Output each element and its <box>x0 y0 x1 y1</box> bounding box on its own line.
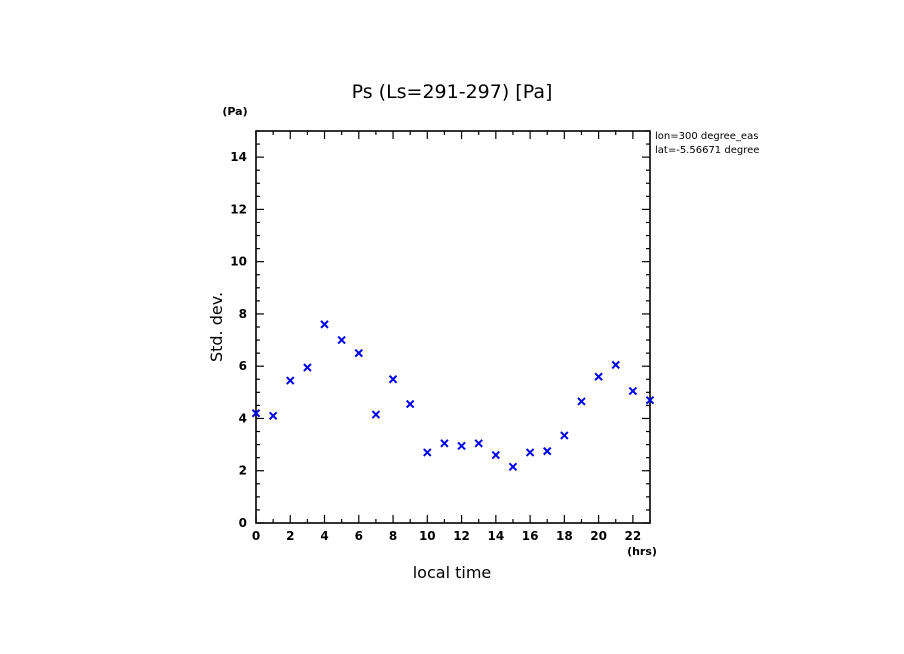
annotation-lon: lon=300 degree_eas <box>655 131 758 142</box>
y-tick-label: 4 <box>239 411 247 425</box>
data-point <box>594 372 603 381</box>
data-point <box>440 439 449 448</box>
y-tick-label: 8 <box>239 307 247 321</box>
data-point <box>560 431 569 440</box>
annotation-lat: lat=-5.56671 degree <box>655 145 759 156</box>
data-point <box>474 439 483 448</box>
y-axis-title: Std. dev. <box>207 292 226 362</box>
y-tick-label: 14 <box>230 150 247 164</box>
data-point <box>577 397 586 406</box>
data-point <box>251 409 261 418</box>
data-point <box>543 446 552 456</box>
data-point <box>388 375 398 384</box>
y-tick-label: 12 <box>230 202 247 216</box>
data-point <box>405 399 415 409</box>
data-point <box>303 363 312 372</box>
data-point <box>354 348 363 358</box>
x-tick-label: 8 <box>389 529 397 543</box>
data-point <box>491 450 501 460</box>
x-tick-label: 16 <box>522 529 539 543</box>
x-tick-label: 14 <box>487 529 504 543</box>
data-point <box>320 320 329 329</box>
y-tick-label: 6 <box>239 359 247 373</box>
data-point <box>423 448 432 457</box>
x-axis-title: local time <box>413 563 492 582</box>
x-axis-unit: (hrs) <box>627 545 657 558</box>
plot-frame <box>255 130 651 524</box>
data-point <box>645 395 655 405</box>
x-tick-label: 6 <box>355 529 363 543</box>
x-tick-label: 22 <box>625 529 642 543</box>
y-tick-label: 10 <box>230 255 247 269</box>
x-tick-label: 20 <box>590 529 607 543</box>
data-point <box>628 386 638 396</box>
y-tick-label: 0 <box>239 516 247 530</box>
axis-tick-labels: 0 2 4 6 8 10 12 14 16 18 20 22 0 2 4 6 8 10 12 14 <box>230 150 641 543</box>
axis-ticks <box>255 130 651 524</box>
data-point <box>611 360 620 370</box>
x-tick-label: 0 <box>252 529 260 543</box>
data-point <box>337 335 346 345</box>
data-point <box>525 448 535 457</box>
y-tick-label: 2 <box>239 464 247 478</box>
x-tick-label: 2 <box>286 529 294 543</box>
x-tick-label: 18 <box>556 529 573 543</box>
data-point <box>268 411 278 421</box>
data-markers <box>251 320 655 472</box>
chart-title: Ps (Ls=291-297) [Pa] <box>352 81 553 103</box>
data-point <box>457 441 466 451</box>
x-tick-label: 12 <box>453 529 470 543</box>
data-point <box>508 462 518 472</box>
x-tick-label: 4 <box>320 529 328 543</box>
data-point <box>371 410 381 419</box>
data-point <box>286 376 295 385</box>
x-tick-label: 10 <box>419 529 436 543</box>
y-axis-unit: (Pa) <box>222 105 247 118</box>
